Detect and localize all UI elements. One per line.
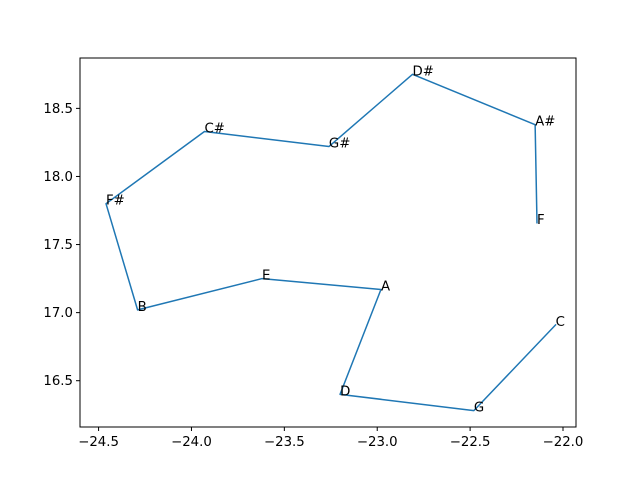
y-tick-label: 16.5	[43, 374, 73, 389]
axes: −24.5 −24.0 −23.5 −23.0 −22.5 −22.0 16.5 17.0 17…	[43, 57, 584, 450]
point-label-7: F#	[106, 194, 125, 209]
point-label-1: C	[556, 315, 565, 330]
point-label-4: A	[381, 279, 390, 294]
series-line	[105, 73, 557, 412]
point-label-6: B	[138, 300, 147, 315]
point-label-5: E	[262, 269, 270, 284]
y-tick-label: 17.0	[43, 306, 73, 321]
series-line-group	[105, 73, 557, 412]
point-label-11: A#	[535, 115, 555, 130]
point-label-8: C#	[204, 122, 224, 137]
y-tick-label: 18.0	[43, 170, 73, 185]
point-label-2: G	[474, 401, 484, 416]
point-label-10: D#	[413, 64, 434, 79]
axes-frame	[79, 57, 577, 428]
point-label-12: F	[537, 213, 545, 228]
x-tick-label: −24.0	[171, 435, 212, 450]
point-label-3: D	[340, 384, 350, 399]
y-tick-label: 17.5	[43, 238, 73, 253]
x-tick-label: −22.5	[450, 435, 491, 450]
x-tick-label: −22.0	[543, 435, 584, 450]
point-label-9: G#	[329, 137, 350, 152]
y-tick-label: 18.5	[43, 102, 73, 117]
x-tick-label: −23.0	[357, 435, 398, 450]
point-labels: C G D A E B F# C# G# D# A# F	[106, 64, 565, 415]
x-tick-label: −23.5	[264, 435, 305, 450]
x-tick-label: −24.5	[78, 435, 119, 450]
